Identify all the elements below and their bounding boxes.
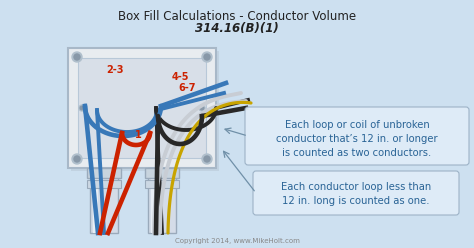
Text: Box Fill Calculations - Conductor Volume: Box Fill Calculations - Conductor Volume bbox=[118, 10, 356, 23]
Circle shape bbox=[199, 105, 205, 111]
Circle shape bbox=[72, 154, 82, 164]
Text: 1: 1 bbox=[135, 130, 142, 140]
Text: 6-7: 6-7 bbox=[178, 83, 195, 93]
FancyBboxPatch shape bbox=[71, 51, 219, 171]
FancyBboxPatch shape bbox=[253, 171, 459, 215]
Circle shape bbox=[79, 105, 85, 111]
FancyBboxPatch shape bbox=[245, 107, 469, 165]
Circle shape bbox=[80, 106, 84, 110]
Text: Each loop or coil of unbroken: Each loop or coil of unbroken bbox=[284, 120, 429, 130]
FancyBboxPatch shape bbox=[145, 168, 179, 178]
Text: 2-3: 2-3 bbox=[106, 65, 124, 75]
Circle shape bbox=[74, 54, 80, 60]
FancyBboxPatch shape bbox=[87, 168, 121, 178]
Text: 4-5: 4-5 bbox=[172, 72, 190, 82]
Text: 12 in. long is counted as one.: 12 in. long is counted as one. bbox=[282, 196, 430, 206]
FancyBboxPatch shape bbox=[90, 168, 118, 233]
Text: 314.16(B)(1): 314.16(B)(1) bbox=[195, 22, 279, 35]
FancyBboxPatch shape bbox=[87, 180, 121, 188]
Text: Copyright 2014, www.MikeHolt.com: Copyright 2014, www.MikeHolt.com bbox=[174, 238, 300, 244]
FancyBboxPatch shape bbox=[93, 168, 98, 233]
Circle shape bbox=[74, 156, 80, 162]
Circle shape bbox=[72, 52, 82, 62]
Text: is counted as two conductors.: is counted as two conductors. bbox=[283, 148, 432, 158]
Circle shape bbox=[202, 52, 212, 62]
Circle shape bbox=[200, 106, 204, 110]
Text: Each conductor loop less than: Each conductor loop less than bbox=[281, 182, 431, 192]
Circle shape bbox=[204, 156, 210, 162]
FancyBboxPatch shape bbox=[68, 48, 216, 168]
FancyBboxPatch shape bbox=[145, 180, 179, 188]
Text: conductor that’s 12 in. or longer: conductor that’s 12 in. or longer bbox=[276, 134, 438, 144]
FancyBboxPatch shape bbox=[151, 168, 156, 233]
Circle shape bbox=[204, 54, 210, 60]
Circle shape bbox=[202, 154, 212, 164]
FancyBboxPatch shape bbox=[148, 168, 176, 233]
FancyBboxPatch shape bbox=[78, 58, 206, 158]
